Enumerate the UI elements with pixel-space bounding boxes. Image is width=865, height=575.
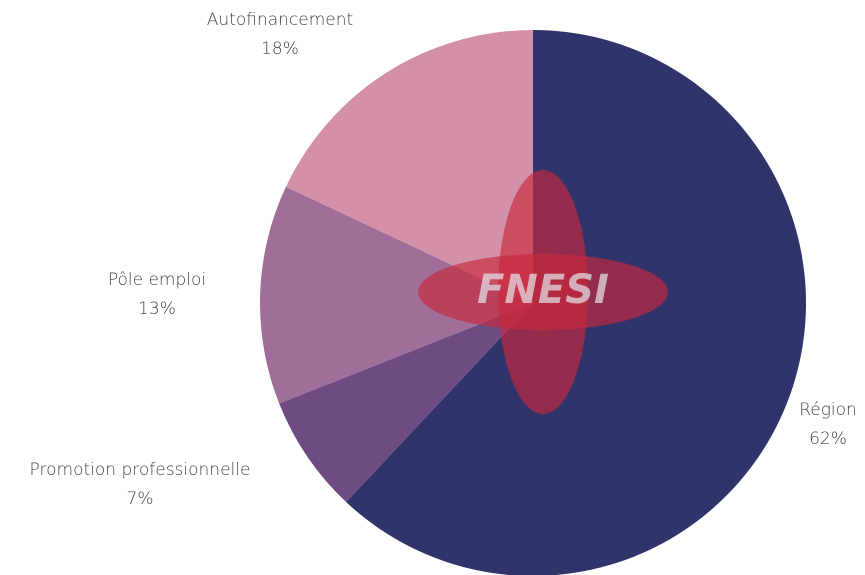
slice-label: Promotion professionnelle	[30, 460, 251, 480]
slice-label: Autofinancement	[207, 10, 353, 30]
slice-value-label: 7%	[127, 489, 154, 509]
slice-value-label: 18%	[261, 39, 299, 59]
watermark: FNESI	[477, 267, 609, 313]
watermark-logo: FNESI	[418, 170, 668, 414]
pie-slice	[260, 186, 533, 404]
pie-slice	[279, 303, 533, 503]
pie-slice	[285, 30, 533, 303]
slice-value-label: 13%	[138, 299, 176, 319]
slice-value-label: 62%	[809, 429, 847, 449]
slice-label: Région	[799, 400, 857, 420]
slice-label: Pôle emploi	[108, 270, 206, 290]
labels: Région 62% Promotion professionnelle 7% Pôle…	[30, 10, 857, 509]
logo-shape	[498, 170, 588, 414]
